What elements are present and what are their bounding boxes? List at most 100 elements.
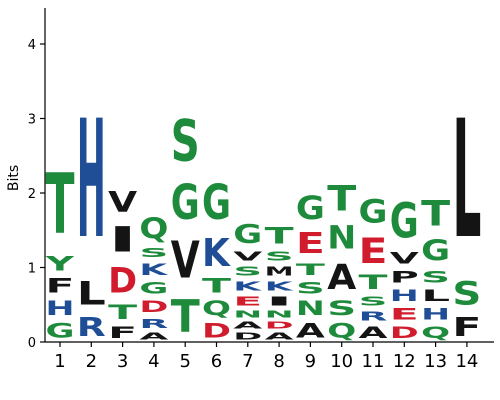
logo-letter-f: F (452, 313, 481, 342)
logo-letter-q: Q (202, 297, 231, 320)
x-tick-label: 12 (393, 351, 416, 372)
x-tick-label: 6 (211, 351, 222, 372)
logo-letter-a: A (233, 320, 263, 331)
logo-letter-s: S (296, 279, 325, 297)
x-tick-label: 4 (148, 351, 159, 372)
logo-letter-g: G (421, 234, 450, 268)
logo-letter-k: K (139, 260, 169, 279)
x-tick-label: 3 (117, 351, 128, 372)
logo-letter-s: S (359, 294, 388, 309)
logo-letter-t: T (202, 275, 232, 298)
logo-letter-n: N (265, 308, 294, 319)
logo-letter-s: S (452, 275, 481, 313)
logo-letter-s: S (265, 249, 294, 264)
logo-letters: GHFYTRLHFTDIVARDGKSQTVGSDQTKGDANEKSVGADN… (45, 85, 482, 342)
logo-letter-a: A (296, 320, 325, 342)
logo-letter-v: V (108, 186, 137, 220)
logo-letter-d: D (233, 331, 262, 342)
logo-letter-h: H (46, 297, 75, 320)
logo-letter-t: T (46, 156, 75, 253)
logo-letter-l: L (452, 86, 481, 275)
x-tick-label: 5 (179, 351, 190, 372)
x-axis-ticks: 1 2 3 4 5 6 7 8 9 10 11 12 13 14 (54, 342, 478, 372)
logo-letter-y: Y (45, 253, 75, 275)
logo-letter-h: H (390, 287, 419, 305)
logo-letter-v: V (171, 230, 200, 290)
x-tick-label: 10 (330, 351, 353, 372)
logo-letter-k: K (202, 231, 231, 275)
logo-letter-r: R (77, 312, 106, 342)
y-tick-label: 4 (28, 38, 36, 53)
logo-letter-a: A (265, 331, 295, 342)
logo-letter-d: D (390, 324, 419, 342)
x-tick-label: 9 (305, 351, 316, 372)
logo-letter-d: D (202, 320, 231, 342)
logo-letter-q: Q (421, 324, 450, 343)
logo-letter-r: R (139, 316, 168, 331)
x-tick-label: 2 (86, 351, 97, 372)
logo-letter-i: I (265, 294, 294, 309)
x-tick-label: 14 (455, 351, 478, 372)
y-axis-title: Bits (6, 165, 22, 191)
logo-letter-g: G (359, 193, 388, 230)
x-tick-label: 1 (54, 351, 65, 372)
logo-letter-n: N (296, 297, 325, 320)
logo-letter-i: I (108, 220, 137, 261)
logo-letter-g: G (139, 280, 168, 298)
logo-letter-a: A (327, 256, 356, 298)
x-tick-label: 8 (273, 351, 284, 372)
logo-letter-s: S (139, 245, 168, 260)
logo-letter-a: A (139, 331, 169, 342)
logo-letter-d: D (265, 320, 294, 331)
y-tick-label: 0 (28, 336, 36, 351)
logo-letter-q: Q (139, 213, 168, 246)
logo-letter-t: T (296, 260, 325, 279)
logo-letter-r: R (359, 309, 388, 324)
logo-letter-v: V (233, 249, 262, 264)
logo-letter-l: L (421, 286, 450, 305)
y-axis-ticks: 0 1 2 3 4 (28, 38, 45, 351)
logo-letter-a: A (359, 323, 389, 342)
logo-letter-s: S (327, 298, 356, 320)
logo-letter-n: N (233, 308, 262, 319)
logo-letter-t: T (421, 194, 450, 234)
logo-letter-f: F (46, 275, 75, 298)
logo-letter-n: N (327, 219, 356, 256)
logo-letter-f: F (108, 323, 137, 342)
logo-letter-e: E (296, 226, 325, 260)
logo-letter-e: E (233, 294, 262, 309)
logo-letter-s: S (171, 107, 200, 174)
logo-letter-l: L (77, 276, 106, 312)
logo-letter-s: S (421, 268, 450, 286)
y-tick-label: 1 (28, 262, 36, 277)
logo-letter-h: H (77, 85, 106, 274)
logo-letter-e: E (390, 305, 419, 324)
logo-letter-t: T (359, 271, 389, 294)
logo-letter-t: T (327, 179, 356, 219)
logo-letter-t: T (265, 224, 294, 250)
y-tick-label: 3 (28, 113, 36, 128)
x-tick-label: 7 (242, 351, 253, 372)
logo-letter-g: G (390, 193, 419, 249)
logo-letter-e: E (359, 231, 388, 271)
logo-letter-p: P (390, 268, 419, 286)
logo-letter-g: G (171, 174, 200, 230)
logo-letter-d: D (139, 298, 168, 316)
logo-letter-g: G (296, 190, 325, 227)
logo-letter-g: G (202, 174, 231, 230)
logo-letter-g: G (46, 320, 75, 342)
y-tick-label: 2 (28, 187, 36, 202)
logo-letter-g: G (233, 220, 262, 250)
logo-letter-s: S (233, 264, 262, 279)
logo-letter-v: V (390, 249, 420, 268)
logo-letter-k: K (233, 279, 262, 294)
logo-letter-t: T (108, 301, 138, 324)
logo-letter-t: T (171, 291, 200, 342)
x-tick-label: 11 (362, 351, 385, 372)
x-tick-label: 13 (424, 351, 447, 372)
logo-letter-d: D (108, 262, 137, 302)
logo-letter-m: M (265, 264, 294, 279)
logo-letter-h: H (421, 305, 450, 323)
logo-letter-k: K (265, 279, 294, 294)
